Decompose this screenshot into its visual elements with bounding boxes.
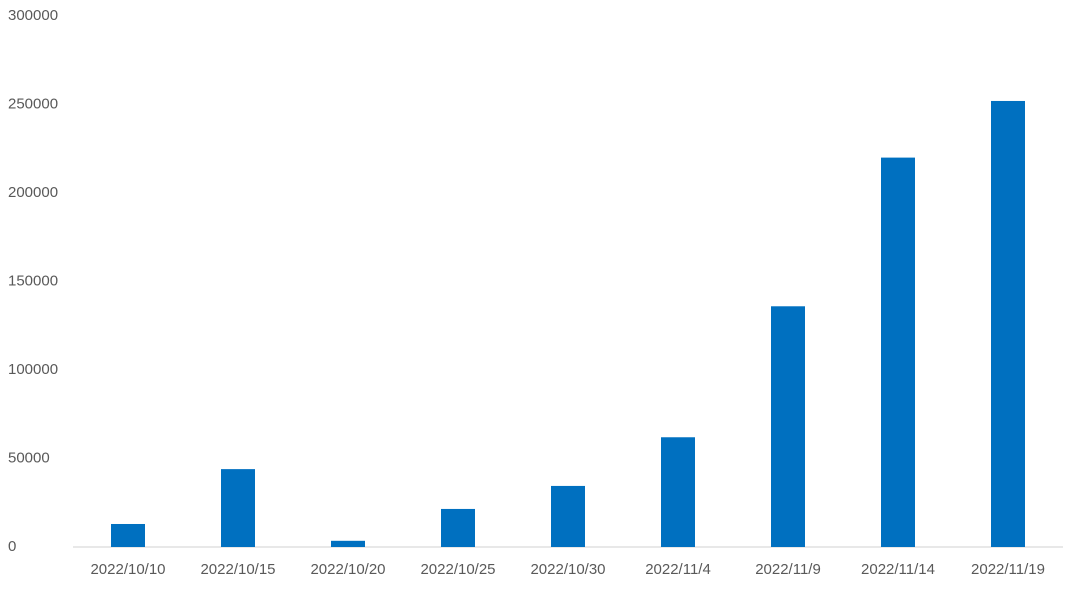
bar <box>331 540 365 547</box>
x-tick-label: 2022/11/9 <box>755 561 821 578</box>
x-tick-label: 2022/11/19 <box>971 561 1045 578</box>
bar <box>441 508 475 547</box>
y-tick-label: 300000 <box>8 7 58 24</box>
x-tick-label: 2022/10/25 <box>420 561 495 578</box>
x-tick-label: 2022/11/4 <box>645 561 711 578</box>
bar <box>661 437 695 547</box>
x-tick-label: 2022/10/10 <box>90 561 165 578</box>
y-tick-label: 200000 <box>8 184 58 201</box>
y-tick-label: 0 <box>8 538 16 555</box>
y-tick-label: 50000 <box>8 449 50 466</box>
y-tick-label: 100000 <box>8 361 58 378</box>
bar <box>111 523 145 547</box>
bar <box>221 469 255 547</box>
bar <box>551 485 585 547</box>
x-tick-label: 2022/10/30 <box>530 561 605 578</box>
y-tick-label: 250000 <box>8 95 58 112</box>
bar <box>991 100 1025 548</box>
x-tick-label: 2022/10/15 <box>200 561 275 578</box>
x-tick-label: 2022/10/20 <box>310 561 385 578</box>
x-tick-label: 2022/11/14 <box>861 561 935 578</box>
bar <box>881 157 915 547</box>
bar <box>771 306 805 547</box>
y-tick-label: 150000 <box>8 272 58 289</box>
